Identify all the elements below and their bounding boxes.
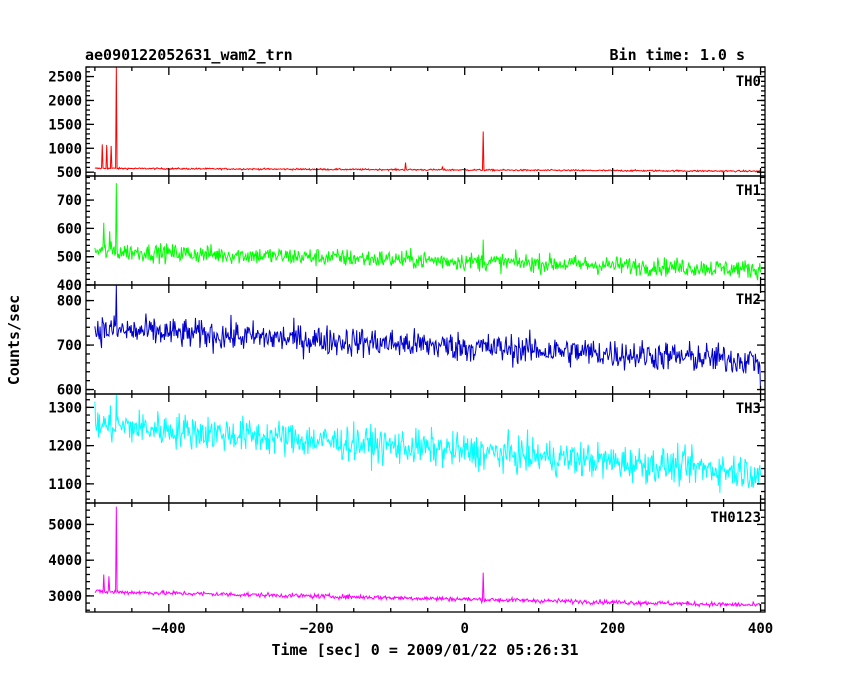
panel-th0123: 3000 4000 5000 TH0123 xyxy=(48,502,766,613)
panel-label-th3: TH3 xyxy=(736,401,761,417)
y-tick-label: 1100 xyxy=(48,477,82,493)
y-tick-label: 5000 xyxy=(48,517,82,533)
panel-th3: 1100 1200 1300 TH3 xyxy=(48,393,766,504)
y-tick-label: 600 xyxy=(57,221,82,237)
y-tick-label: 1000 xyxy=(48,141,82,157)
panel-frame xyxy=(85,66,766,177)
x-axis-label: Time [sec] 0 = 2009/01/22 05:26:31 xyxy=(271,641,578,659)
x-tick-label: −400 xyxy=(152,621,186,637)
panel-label-th0123: TH0123 xyxy=(710,510,761,526)
panel-label-th1: TH1 xyxy=(736,183,761,199)
y-tick-label: 1300 xyxy=(48,400,82,416)
x-tick-label: 0 xyxy=(460,621,468,637)
panel-frame xyxy=(85,284,766,395)
y-tick-label: 2000 xyxy=(48,93,82,109)
panel-th2: 600 700 800 TH2 xyxy=(57,284,766,399)
y-axis-label: Counts/sec xyxy=(5,295,23,385)
series-line-th0123 xyxy=(94,506,761,609)
y-tick-label: 1200 xyxy=(48,439,82,455)
panel-label-th0: TH0 xyxy=(736,74,761,90)
y-tick-label: 1500 xyxy=(48,117,82,133)
y-tick-label: 3000 xyxy=(48,589,82,605)
y-tick-label: 4000 xyxy=(48,553,82,569)
y-tick-label: 800 xyxy=(57,294,82,310)
panel-label-th2: TH2 xyxy=(736,292,761,308)
series-line-th3 xyxy=(94,394,762,493)
x-tick-label: −200 xyxy=(300,621,334,637)
series-line-th2 xyxy=(94,285,762,394)
panel-th1: 400 500 600 700 TH1 xyxy=(57,175,766,294)
y-tick-label: 700 xyxy=(57,193,82,209)
y-tick-label: 500 xyxy=(57,250,82,266)
series-line-th0 xyxy=(94,67,761,173)
series-line-th1 xyxy=(94,183,762,281)
y-tick-label: 700 xyxy=(57,338,82,354)
bin-time-label: Bin time: 1.0 s xyxy=(610,46,745,64)
x-tick-label: 200 xyxy=(600,621,625,637)
panel-frame xyxy=(85,502,766,613)
chart-title: ae090122052631_wam2_trn xyxy=(85,46,293,64)
y-tick-label: 600 xyxy=(57,383,82,399)
x-tick-label: 400 xyxy=(748,621,773,637)
y-tick-label: 500 xyxy=(57,165,82,181)
y-tick-label: 2500 xyxy=(48,70,82,86)
y-tick-label: 400 xyxy=(57,278,82,294)
panel-th0: 500 1000 1500 2000 2500 TH0 xyxy=(48,66,766,181)
